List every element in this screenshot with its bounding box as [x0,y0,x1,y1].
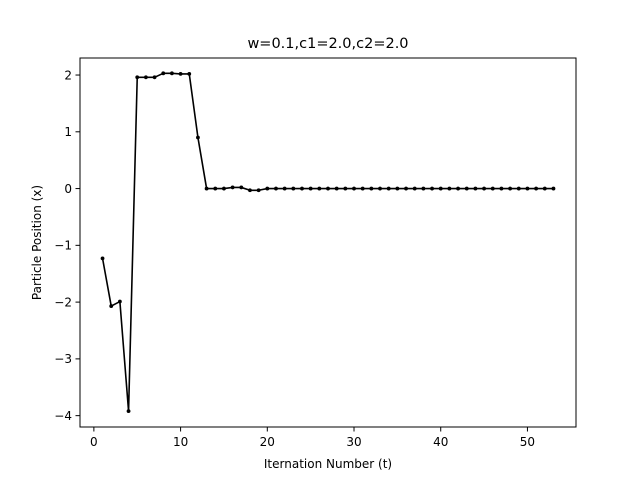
data-point [343,186,348,191]
x-tick-label: 0 [90,435,98,449]
data-point [222,186,226,191]
data-point [230,185,235,190]
y-tick-label: 0 [64,182,72,196]
data-point [308,186,313,191]
data-point [117,299,122,304]
data-point [438,186,443,191]
data-point [178,71,183,76]
y-tick-label: −1 [54,239,72,253]
y-axis-label: Particle Position (x) [30,185,44,300]
x-tick-label: 50 [520,435,535,449]
data-point [482,186,486,191]
data-point [291,186,296,191]
data-point [265,186,270,191]
y-tick-label: 2 [64,68,72,82]
data-point [516,186,521,191]
data-point [213,186,218,191]
data-point [395,186,400,191]
x-tick-label: 30 [346,435,361,449]
data-point [404,186,408,191]
y-axis-ticks: −4 −3 −2 −1 0 1 2 [54,68,80,423]
data-point [248,188,252,193]
data-point [126,409,131,414]
data-point [499,186,504,191]
data-point [464,186,469,191]
data-point [187,71,192,76]
x-tick-label: 20 [260,435,275,449]
plot-area [80,58,576,427]
data-point [144,75,148,80]
series-layer [100,71,556,414]
data-point [508,186,512,191]
data-point [196,135,200,140]
data-point [525,186,530,191]
chart-title: w=0.1,c1=2.0,c2=2.0 [247,36,408,52]
x-axis-label: Iternation Number (t) [264,457,392,471]
data-point [100,256,105,261]
data-point [542,186,547,191]
data-point [369,186,374,191]
x-tick-label: 40 [433,435,448,449]
data-point [170,71,174,76]
data-point [473,186,478,191]
data-point [352,186,356,191]
x-tick-label: 10 [173,435,188,449]
data-point [109,304,114,308]
data-point [360,186,365,191]
data-point [421,186,426,191]
data-point [204,186,209,191]
data-point [161,71,166,76]
data-point [447,186,452,191]
data-point [430,186,434,191]
data-point [456,186,460,191]
data-point [274,186,278,191]
data-point [256,188,261,193]
data-point [534,186,539,191]
data-point [412,186,417,191]
y-tick-label: −3 [54,352,72,366]
data-point [378,186,382,191]
data-point [490,186,495,191]
y-tick-label: −4 [54,409,72,423]
data-point [135,75,140,80]
data-point [334,186,339,191]
data-point [239,185,244,190]
data-point [551,186,556,191]
y-tick-label: −2 [54,295,72,309]
plot-frame [79,57,577,428]
data-point [317,186,322,191]
data-point [282,186,287,191]
data-point [386,186,391,191]
data-point [300,186,304,191]
data-point [326,186,330,191]
data-point [152,75,157,80]
y-tick-label: 1 [64,125,72,139]
x-axis-ticks: 0 10 20 30 40 50 [90,427,535,449]
